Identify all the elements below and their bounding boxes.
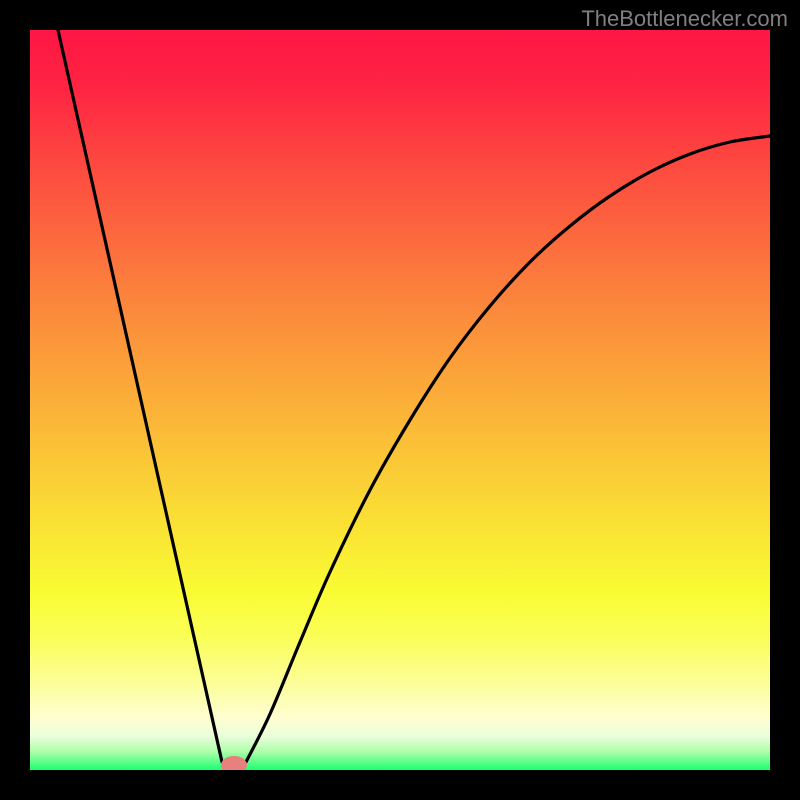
- v-curve: [58, 30, 770, 767]
- watermark-text: TheBottlenecker.com: [581, 6, 788, 32]
- vertex-marker: [221, 756, 247, 770]
- plot-area: [30, 30, 770, 770]
- curve-layer: [30, 30, 770, 770]
- chart-container: TheBottlenecker.com: [0, 0, 800, 800]
